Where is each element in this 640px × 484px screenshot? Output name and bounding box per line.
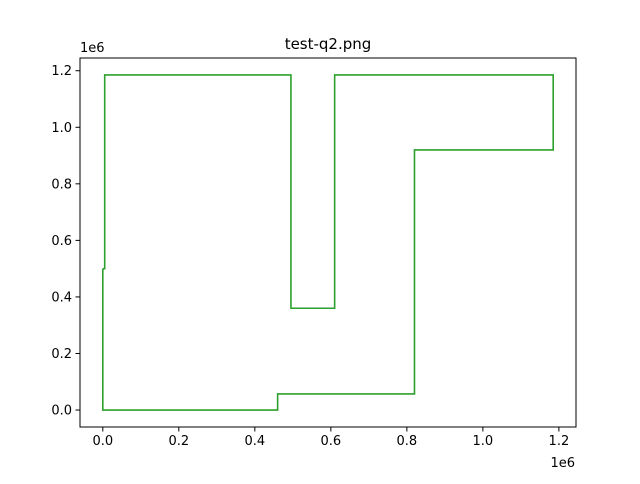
y-tick-label: 0.2 <box>51 347 72 362</box>
x-tick-label: 0.6 <box>321 434 342 449</box>
y-tick-label: 1.0 <box>51 121 72 136</box>
y-tick-label: 0.4 <box>51 290 72 305</box>
series-line-0 <box>102 74 554 411</box>
plot-area <box>102 74 554 411</box>
y-tick-label: 1.2 <box>51 64 72 79</box>
x-tick-label: 0.4 <box>244 434 265 449</box>
x-tick-label: 1.2 <box>549 434 570 449</box>
y-tick-label: 0.0 <box>51 404 72 419</box>
x-tick-label: 0.0 <box>92 434 113 449</box>
axes-frame <box>79 57 577 428</box>
x-offset-label: 1e6 <box>550 456 575 471</box>
x-tick-label: 0.2 <box>168 434 189 449</box>
x-tick-label: 1.0 <box>473 434 494 449</box>
y-offset-label: 1e6 <box>80 41 105 56</box>
y-tick-label: 0.8 <box>51 177 72 192</box>
chart-title: test-q2.png <box>285 35 372 53</box>
y-tick-label: 0.6 <box>51 234 72 249</box>
x-tick-label: 0.8 <box>397 434 418 449</box>
axes: 0.0 0.2 0.4 0.6 0.8 1.0 1.2 0.0 0.2 0.4 0.6 0.8 1.0 1… <box>51 57 577 449</box>
